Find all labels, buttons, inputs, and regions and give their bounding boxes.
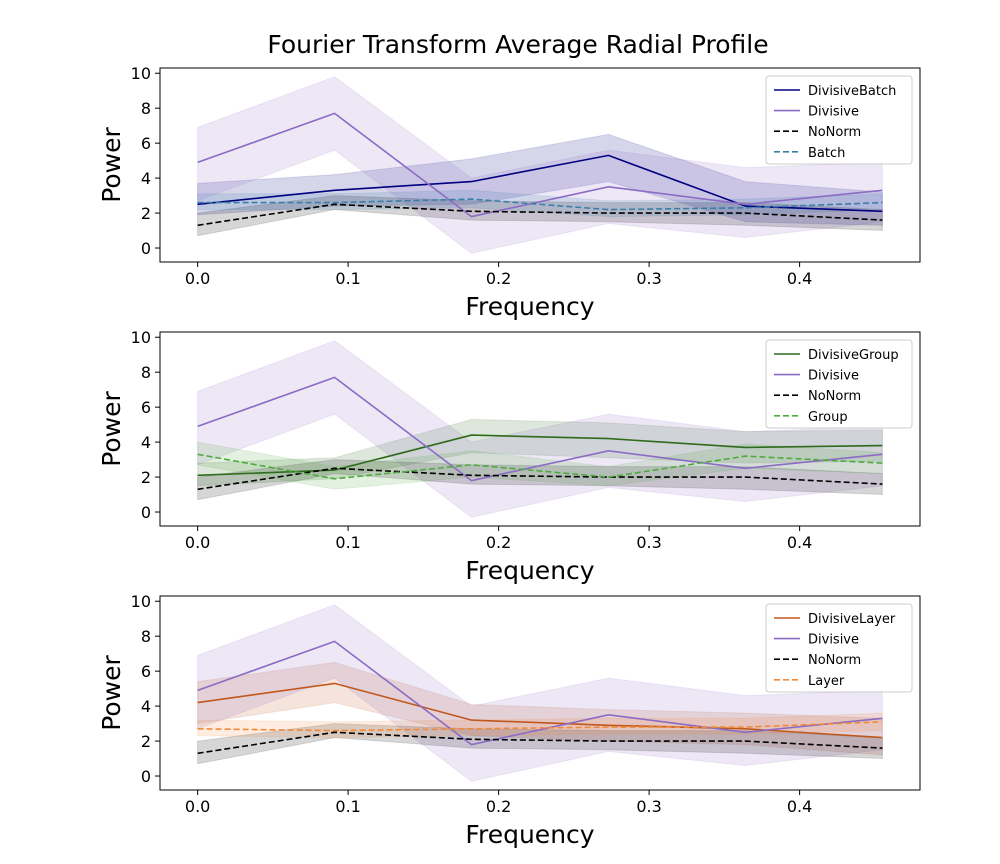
- band-divisivebatch-panel-1: [197, 133, 883, 226]
- x-tick-label: 0.0: [185, 533, 210, 552]
- legend-label-divisivelayer: DivisiveLayer: [808, 612, 896, 627]
- y-tick-label: 4: [141, 433, 151, 452]
- x-axis-label: Frequency: [465, 292, 594, 321]
- y-tick-label: 4: [141, 169, 151, 188]
- x-tick-label: 0.0: [185, 269, 210, 288]
- legend-label-group: Group: [808, 410, 848, 425]
- band-divisive-panel-2: [197, 340, 883, 518]
- legend-label-divisivegroup: DivisiveGroup: [808, 348, 899, 363]
- y-tick-label: 8: [141, 363, 151, 382]
- x-tick-label: 0.4: [787, 797, 812, 816]
- x-tick-label: 0.3: [636, 797, 661, 816]
- y-tick-label: 10: [131, 328, 151, 347]
- line-nonorm-panel-2: [197, 467, 883, 491]
- panel-1: 0.0 0.1 0.2 0.3 0.4 0 2 4 6 8 10 Frequency Power Divi…: [97, 64, 921, 321]
- y-tick-label: 2: [141, 732, 151, 751]
- axes-frame-panel-1: [159, 67, 921, 263]
- y-tick-label: 4: [141, 697, 151, 716]
- line-group-panel-2: [197, 453, 883, 480]
- legend-label-nonorm: NoNorm: [808, 389, 861, 404]
- line-nonorm-panel-3: [197, 731, 883, 755]
- x-tick-label: 0.0: [185, 797, 210, 816]
- y-tick-label: 2: [141, 468, 151, 487]
- band-divisive-panel-1: [197, 76, 883, 254]
- legend-panel-3: DivisiveLayer Divisive NoNorm Layer: [765, 603, 913, 693]
- legend-panel-1: DivisiveBatch Divisive NoNorm Batch: [765, 75, 913, 165]
- axes-frame-panel-2: [159, 331, 921, 527]
- y-tick-label: 0: [141, 239, 151, 258]
- legend-label-divisive: Divisive: [808, 369, 859, 384]
- x-tick-label: 0.4: [787, 533, 812, 552]
- x-tick-label: 0.3: [636, 269, 661, 288]
- line-batch-panel-1: [197, 198, 883, 211]
- y-tick-label: 6: [141, 134, 151, 153]
- y-tick-label: 6: [141, 662, 151, 681]
- legend-label-nonorm: NoNorm: [808, 125, 861, 140]
- y-tick-label: 6: [141, 398, 151, 417]
- legend-box: [765, 603, 913, 693]
- band-divisivelayer-panel-3: [197, 661, 883, 756]
- legend-label-divisive: Divisive: [808, 633, 859, 648]
- y-tick-label: 0: [141, 503, 151, 522]
- x-tick-label: 0.1: [335, 533, 360, 552]
- x-tick-label: 0.3: [636, 533, 661, 552]
- legend-label-divisive: Divisive: [808, 105, 859, 120]
- y-tick-label: 8: [141, 627, 151, 646]
- line-divisive-panel-1: [197, 112, 883, 218]
- legend-label-layer: Layer: [808, 674, 845, 689]
- y-axis-label: Power: [97, 126, 126, 202]
- y-tick-label: 10: [131, 592, 151, 611]
- x-tick-label: 0.4: [787, 269, 812, 288]
- legend-label-batch: Batch: [808, 146, 845, 161]
- band-divisive-panel-3: [197, 604, 883, 782]
- y-axis-label: Power: [97, 654, 126, 730]
- line-divisivegroup-panel-2: [197, 434, 883, 477]
- legend-box: [765, 339, 913, 429]
- x-tick-label: 0.2: [486, 797, 511, 816]
- chart-title: Fourier Transform Average Radial Profile: [267, 30, 768, 59]
- x-axis-label: Frequency: [465, 556, 594, 585]
- y-axis-label: Power: [97, 390, 126, 466]
- panel-2: 0.0 0.1 0.2 0.3 0.4 0 2 4 6 8 10 Frequency Power Divi…: [97, 328, 921, 585]
- axes-frame-panel-3: [159, 595, 921, 791]
- legend-panel-2: DivisiveGroup Divisive NoNorm Group: [765, 339, 913, 429]
- y-tick-label: 8: [141, 99, 151, 118]
- y-tick-label: 10: [131, 64, 151, 83]
- line-divisive-panel-2: [197, 376, 883, 482]
- panel-3: 0.0 0.1 0.2 0.3 0.4 0 2 4 6 8 10 Frequency Power Divi…: [97, 592, 921, 849]
- x-tick-label: 0.2: [486, 533, 511, 552]
- band-batch-panel-1: [197, 189, 883, 218]
- legend-label-nonorm: NoNorm: [808, 653, 861, 668]
- line-divisive-panel-3: [197, 640, 883, 746]
- x-tick-label: 0.1: [335, 797, 360, 816]
- y-tick-label: 0: [141, 767, 151, 786]
- x-tick-label: 0.2: [486, 269, 511, 288]
- line-layer-panel-3: [197, 721, 883, 732]
- line-nonorm-panel-1: [197, 203, 883, 227]
- x-tick-label: 0.1: [335, 269, 360, 288]
- y-tick-label: 2: [141, 204, 151, 223]
- legend-label-divisivebatch: DivisiveBatch: [808, 84, 896, 99]
- x-axis-label: Frequency: [465, 820, 594, 849]
- legend-box: [765, 75, 913, 165]
